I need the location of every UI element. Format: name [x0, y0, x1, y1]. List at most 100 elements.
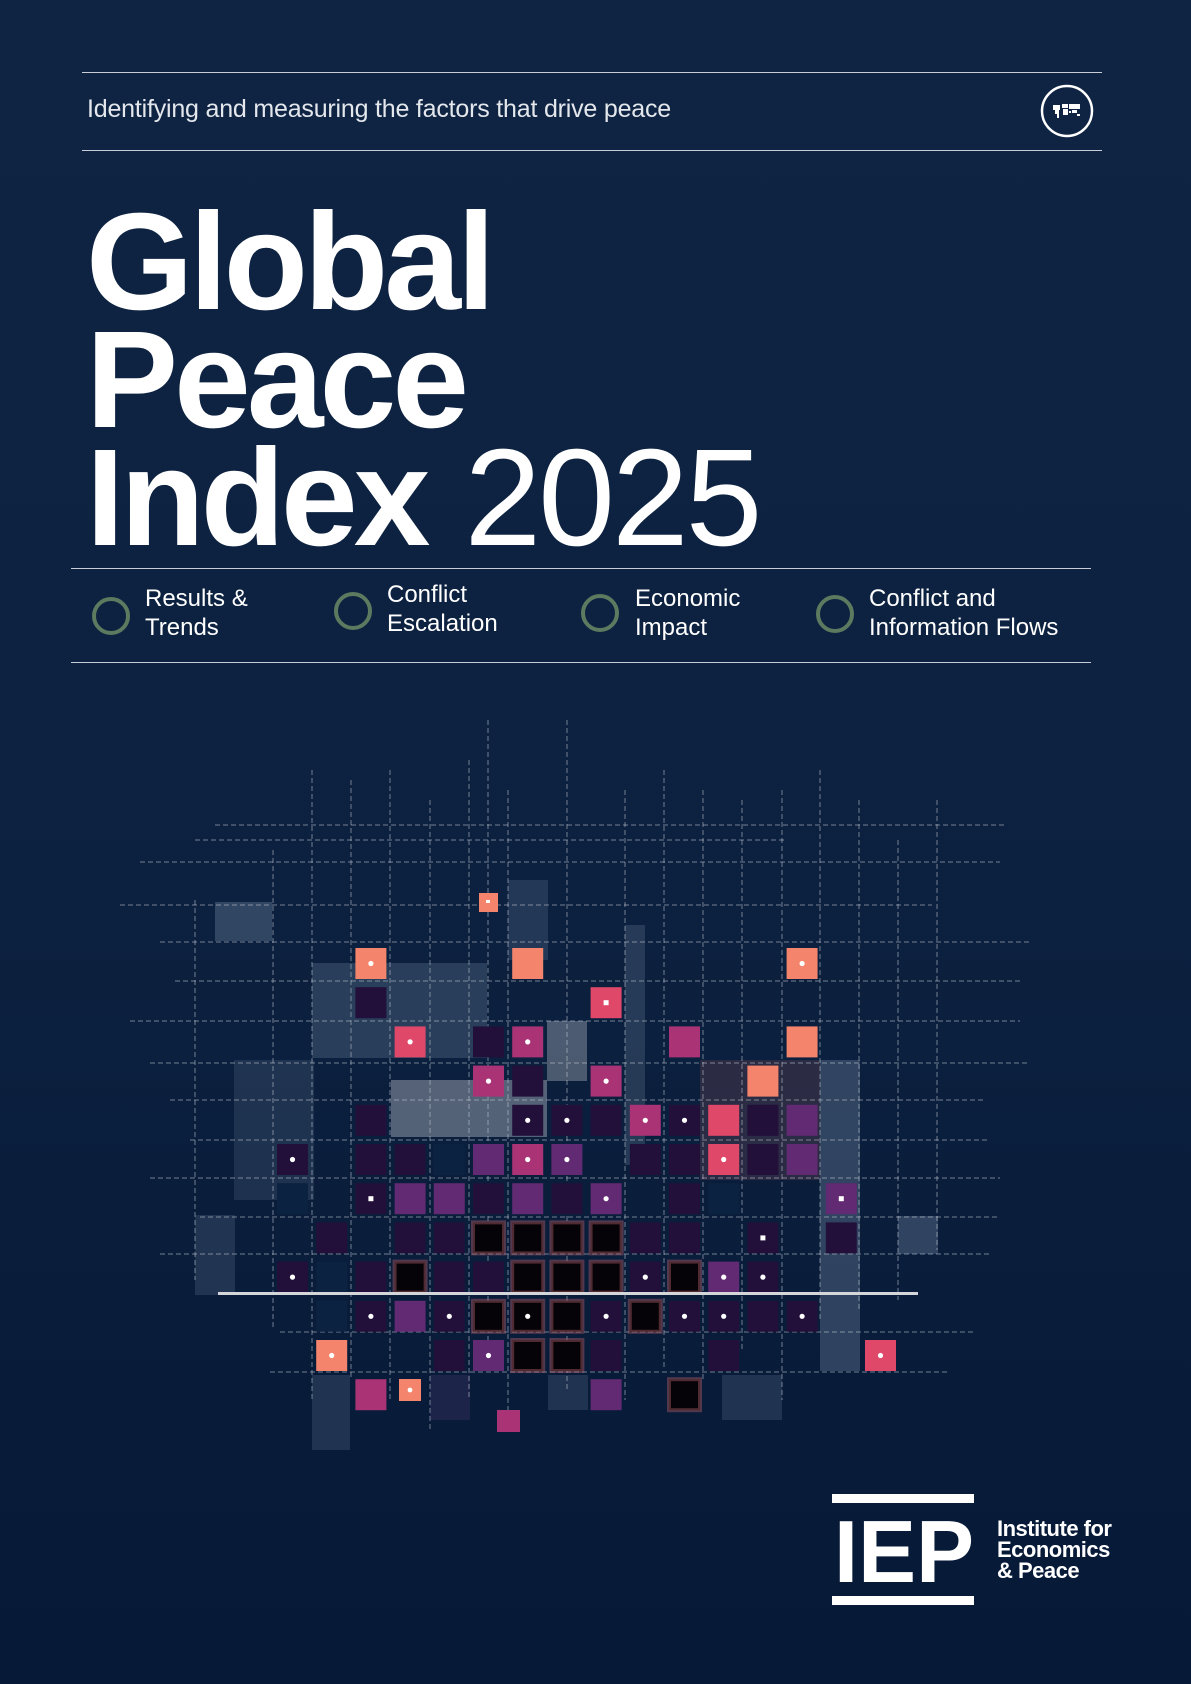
top-rule: [82, 72, 1102, 73]
mosaic-cell: [277, 1183, 308, 1215]
logo-bar-top: [832, 1494, 974, 1503]
mosaic-dot: [603, 1078, 609, 1084]
mosaic-cell: [627, 1298, 663, 1334]
mosaic-cell: [473, 1261, 504, 1293]
mosaic-cell: [473, 1144, 504, 1175]
mosaic-cell: [512, 1065, 544, 1097]
mosaic-dot: [368, 1196, 374, 1202]
mosaic-cell: [510, 1220, 546, 1256]
mosaic-dot: [603, 1313, 609, 1319]
mosaic-dot: [289, 1274, 296, 1280]
iep-logo: IEP: [832, 1494, 974, 1605]
publisher-name-line: Economics: [997, 1537, 1110, 1562]
logo-text: IEP: [834, 1502, 974, 1601]
ring-icon: [816, 595, 854, 633]
mosaic-cell: [708, 1104, 740, 1136]
mosaic-dot: [525, 1039, 531, 1045]
mosaic-dot: [760, 1235, 766, 1241]
title-year: 2025: [464, 421, 762, 575]
mosaic-cell: [549, 1259, 585, 1295]
logo-bar-bottom: [832, 1596, 974, 1605]
mosaic-cell: [590, 1340, 622, 1371]
mosaic-cell: [355, 1261, 387, 1293]
mosaic-cell: [708, 1183, 740, 1215]
mosaic-dot: [838, 1196, 844, 1202]
mosaic-dot: [642, 1274, 648, 1280]
mosaic-cell: [825, 1222, 857, 1254]
topic-conflict-escalation: Conflict Escalation: [334, 581, 498, 638]
topic-label: Trends: [145, 614, 219, 641]
mosaic-cell: [747, 1144, 779, 1175]
translucent-panel: [312, 1375, 350, 1450]
mosaic-cell: [549, 1338, 585, 1373]
publisher-name-line: Institute for: [997, 1516, 1112, 1541]
translucent-panel: [508, 880, 548, 960]
ring-icon: [92, 597, 130, 635]
mosaic-dot: [721, 1313, 727, 1319]
mosaic-cell: [629, 1144, 661, 1175]
mosaic-dot: [603, 1196, 609, 1202]
topic-results-trends: Results & Trends: [92, 584, 248, 642]
mosaic-dot: [486, 900, 490, 903]
mosaic-cell: [629, 1222, 661, 1254]
translucent-panel: [234, 1060, 314, 1200]
publisher-name-line: & Peace: [997, 1558, 1080, 1583]
mosaic-cell: [510, 1259, 546, 1295]
mosaic-cell: [549, 1220, 585, 1256]
mosaic-cell: [433, 1340, 465, 1371]
mosaic-dot: [485, 1078, 492, 1084]
mosaic-cell: [316, 1222, 348, 1254]
mosaic-cell: [316, 1261, 348, 1293]
topic-label: Economic: [635, 585, 741, 612]
mosaic-cell: [394, 1300, 426, 1332]
mosaic-cell: [433, 1261, 465, 1293]
mosaic-cell: [512, 948, 544, 979]
mosaic-cell: [355, 1379, 387, 1411]
mosaic-cell: [669, 1026, 700, 1058]
mosaic-dot: [799, 1313, 805, 1319]
cover-mosaic-artwork: [120, 720, 1030, 1450]
mosaic-dot: [642, 1117, 648, 1123]
translucent-panel: [898, 1216, 938, 1254]
translucent-panel: [820, 1060, 860, 1371]
mosaic-cell: [667, 1259, 702, 1295]
mosaic-cell: [433, 1144, 465, 1175]
mosaic-cell: [512, 1183, 544, 1215]
mosaic-cell: [549, 1298, 585, 1334]
mosaic-cell: [669, 1222, 700, 1254]
mosaic-cell: [747, 1104, 779, 1136]
mosaic-cell: [551, 1183, 583, 1215]
title-global: Global: [86, 185, 495, 339]
mosaic-cell: [392, 1259, 428, 1295]
mosaic-cell: [510, 1338, 546, 1373]
tagline: Identifying and measuring the factors th…: [87, 95, 671, 123]
mosaic-cell: [355, 1104, 387, 1136]
ring-icon: [581, 594, 619, 632]
mosaic-cell: [590, 1379, 622, 1411]
publisher-name: Institute for Economics & Peace: [997, 1516, 1112, 1583]
title-peace: Peace: [86, 303, 469, 457]
mosaic-cell: [433, 1222, 465, 1254]
mosaic-dot: [525, 1117, 531, 1123]
mosaic-cell: [471, 1298, 506, 1334]
mosaic-cell: [588, 1259, 624, 1295]
mosaic-dot: [289, 1156, 296, 1163]
mosaic-dot: [525, 1156, 531, 1163]
topic-label: Conflict and: [869, 585, 996, 612]
mosaic-cell: [355, 1144, 387, 1175]
mosaic-dot: [368, 1313, 374, 1319]
mosaic-dot: [564, 1117, 570, 1123]
globe-map-icon: [1040, 84, 1094, 138]
title-index: Index: [86, 421, 430, 575]
title-index-line: Index 2025: [86, 429, 762, 567]
mosaic-cell: [667, 1377, 702, 1413]
mosaic-cell: [786, 1144, 818, 1175]
mosaic-cell: [747, 1065, 779, 1097]
mosaic-cell: [588, 1220, 624, 1256]
mosaic-cell: [394, 1222, 426, 1254]
header-rule: [82, 150, 1102, 151]
mosaic-dot: [368, 960, 374, 967]
topic-label: Information Flows: [869, 614, 1059, 641]
mosaic-dot: [446, 1313, 452, 1319]
mosaic-cell: [471, 1220, 506, 1256]
